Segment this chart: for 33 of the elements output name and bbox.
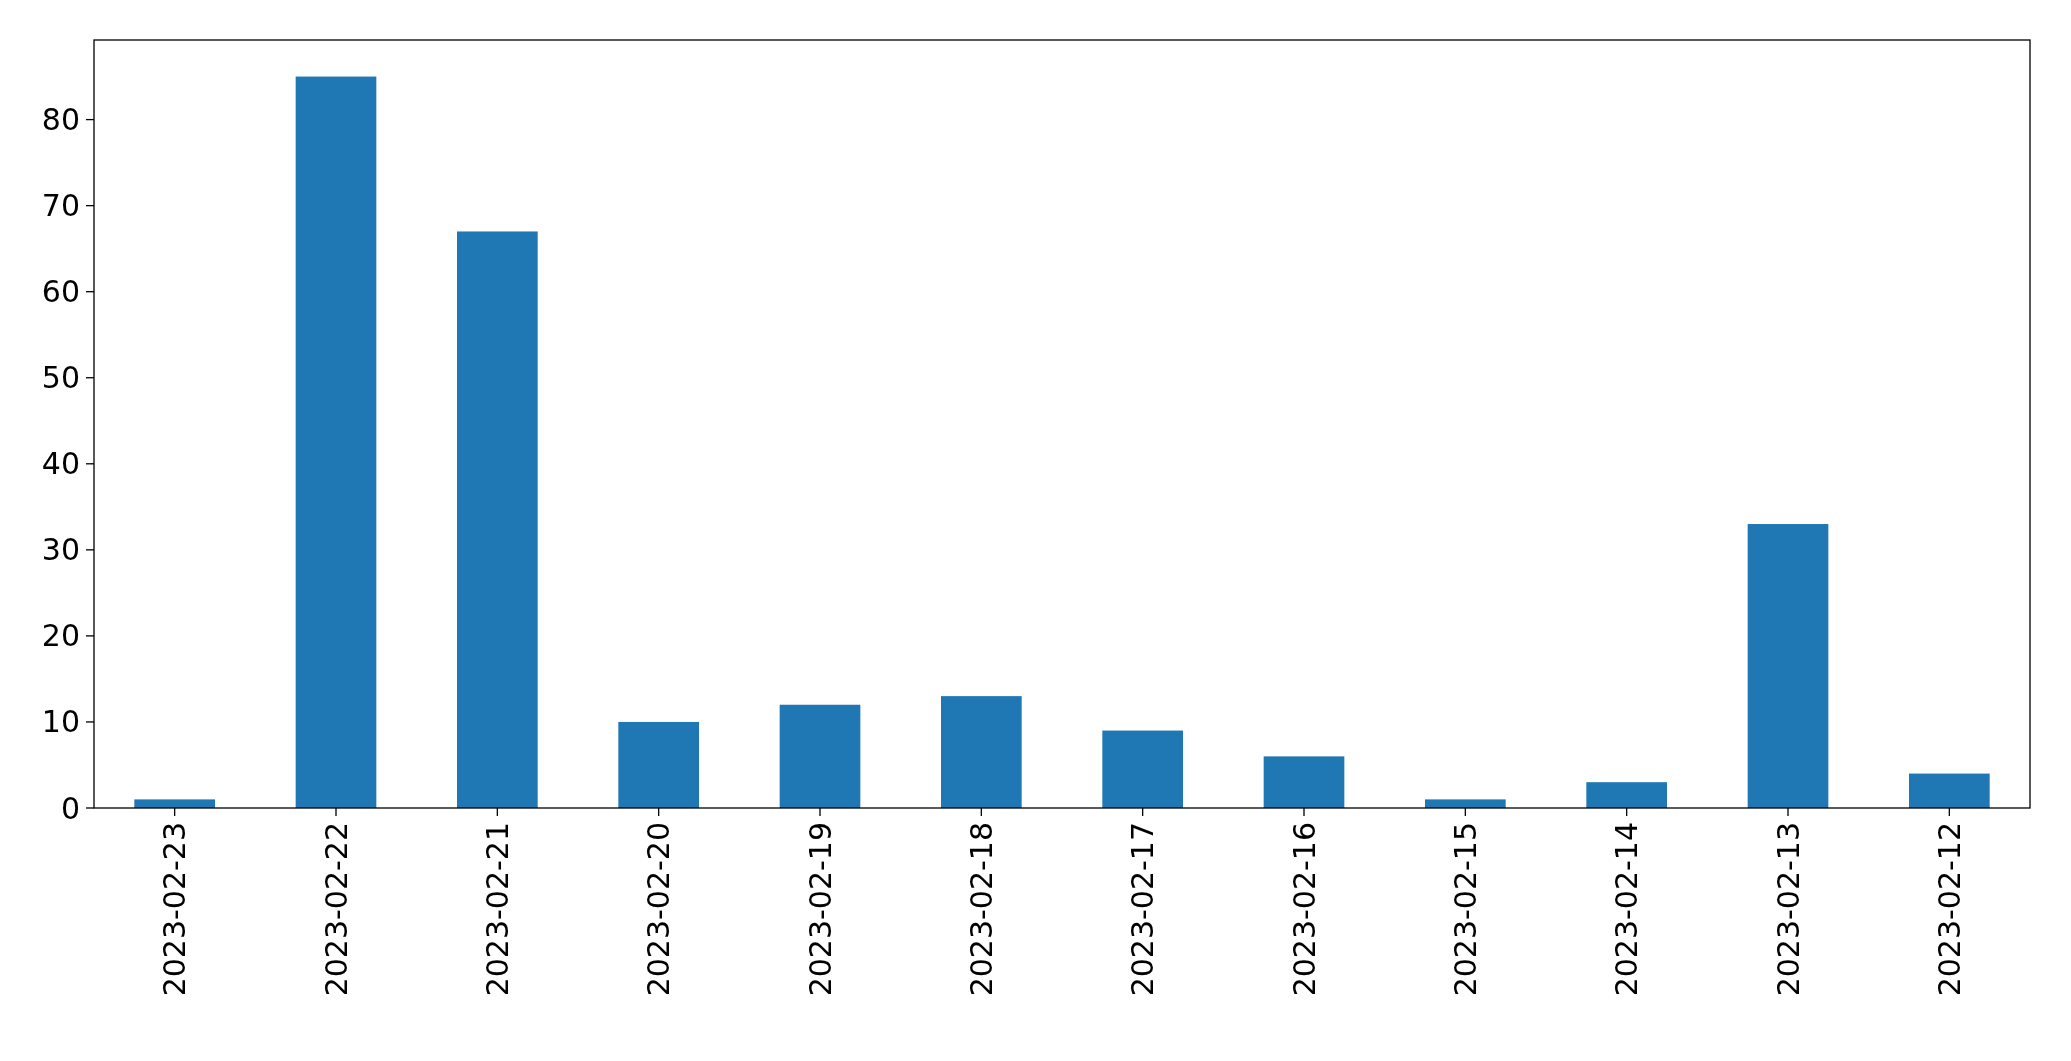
bar bbox=[1102, 730, 1183, 808]
bar bbox=[618, 721, 699, 808]
y-tick-label: 10 bbox=[41, 704, 80, 740]
x-tick-label: 2023-02-12 bbox=[1931, 822, 1967, 997]
y-tick-label: 70 bbox=[41, 188, 80, 224]
bar bbox=[1263, 756, 1345, 808]
y-tick-label: 20 bbox=[41, 618, 80, 654]
x-tick-label: 2023-02-16 bbox=[1286, 822, 1322, 997]
bar bbox=[779, 704, 861, 808]
bar bbox=[941, 696, 1022, 808]
x-tick-label: 2023-02-14 bbox=[1609, 822, 1645, 997]
x-tick-label: 2023-02-19 bbox=[802, 822, 838, 997]
y-tick-label: 60 bbox=[41, 274, 80, 310]
y-tick-label: 80 bbox=[41, 102, 80, 138]
x-tick-label: 2023-02-13 bbox=[1770, 822, 1806, 997]
bar bbox=[1586, 782, 1667, 808]
x-tick-label: 2023-02-18 bbox=[963, 822, 999, 997]
y-tick-label: 0 bbox=[60, 790, 80, 826]
x-tick-label: 2023-02-22 bbox=[318, 822, 354, 997]
bar bbox=[134, 799, 215, 808]
bar bbox=[1747, 524, 1829, 808]
bar bbox=[1425, 799, 1506, 808]
y-tick-label: 40 bbox=[41, 446, 80, 482]
bar bbox=[457, 231, 538, 808]
x-tick-label: 2023-02-23 bbox=[157, 822, 193, 997]
bar bbox=[295, 76, 377, 808]
bar bbox=[1909, 773, 1990, 808]
x-tick-label: 2023-02-20 bbox=[641, 822, 677, 997]
x-tick-label: 2023-02-17 bbox=[1125, 822, 1161, 997]
y-tick-label: 50 bbox=[41, 360, 80, 396]
y-tick-label: 30 bbox=[41, 532, 80, 568]
x-tick-label: 2023-02-21 bbox=[479, 822, 515, 997]
x-tick-label: 2023-02-15 bbox=[1447, 822, 1483, 997]
